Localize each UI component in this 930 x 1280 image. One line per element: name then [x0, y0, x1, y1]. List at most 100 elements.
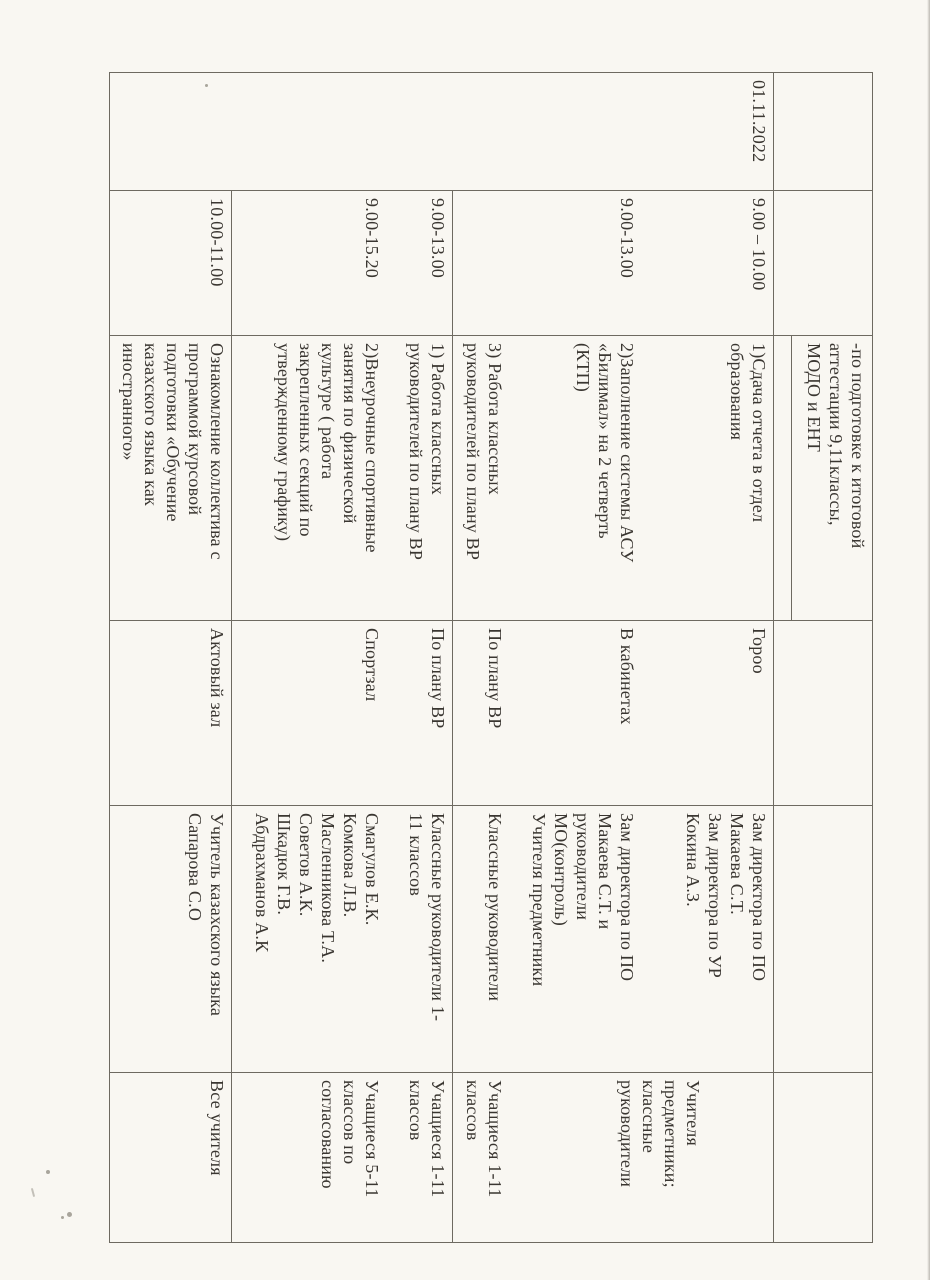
text-line: МОДО и ЕНТ	[804, 343, 824, 453]
text-line: 9.00-13.00	[428, 198, 448, 278]
text-line: 9.00 – 10.00	[749, 198, 769, 291]
text-line: 1) Работа классных	[428, 343, 448, 496]
text-line: (КТП)	[573, 343, 593, 392]
cell-midday-activity: 1) Работа классных руководителей по плану…	[231, 335, 453, 621]
cell-continuation-place	[773, 620, 873, 806]
table-row-midday: 9.00-13.00 9.00-15.20 1) Работа классных…	[231, 73, 453, 1243]
text-line: подготовки «Обучение	[163, 343, 183, 522]
text-line	[506, 1080, 528, 1236]
pencil-mark	[67, 1212, 72, 1217]
cell-continuation-activity: -по подготовке к итоговой аттестации 9,11…	[773, 335, 873, 621]
text-line: Шкадюк Г.В.	[274, 813, 294, 916]
text-line: классов	[463, 1080, 483, 1141]
text-line: Смагулов Е.К.	[362, 813, 382, 926]
text-line: классов	[406, 1080, 426, 1141]
text-line: руководители	[617, 1080, 637, 1188]
text-line	[506, 813, 528, 1066]
text-line: Ознакомление коллектива с	[207, 343, 227, 560]
text-line: Зам директора по УР	[705, 813, 725, 978]
text-line: классов по	[340, 1080, 360, 1165]
cell-continuation-responsible	[773, 805, 873, 1073]
text-line: Классные руководители	[485, 813, 505, 1002]
text-line	[660, 628, 682, 799]
text-line	[383, 813, 405, 1066]
text-line: образования	[727, 343, 747, 441]
cell-morning-activity: 1)Сдача отчета в отдел образования 2)Запо…	[452, 335, 774, 621]
text-line: Все учителя	[207, 1080, 227, 1176]
text-line	[638, 198, 660, 329]
pencil-mark	[46, 1170, 50, 1174]
text-line: согласованию	[318, 1080, 338, 1189]
text-line: занятия по физической	[340, 343, 360, 524]
text-line: Спортзал	[362, 628, 382, 702]
cell-midday-place: По плану ВР Спортзал	[231, 620, 453, 806]
text-line	[638, 343, 660, 614]
text-line	[383, 628, 405, 799]
text-line	[594, 1080, 616, 1236]
cell-midday-participants: Учащиеся 1-11 классов Учащиеся 5-11 классо…	[231, 1072, 453, 1243]
text-line: аттестации 9,11классы,	[826, 343, 846, 526]
text-line	[506, 343, 528, 614]
text-line: 10.00-11.00	[207, 198, 227, 287]
text-line: 2)Внеурочные спортивные	[362, 343, 382, 553]
text-line	[528, 343, 550, 614]
text-line: 9.00-13.00	[617, 198, 637, 278]
text-line	[682, 628, 704, 799]
text-line: Классные руководители 1-	[428, 813, 448, 1022]
text-line	[528, 628, 550, 799]
text-line	[383, 198, 405, 329]
text-line: иностранного»	[119, 343, 139, 461]
text-line	[550, 343, 572, 614]
text-line: классные	[639, 1080, 659, 1154]
text-line	[704, 1080, 726, 1236]
text-line	[726, 1080, 748, 1236]
cell-morning-place: Гороо В кабинетах По плану ВР	[452, 620, 774, 806]
text-line	[383, 343, 405, 614]
text-line: Учитель казахского языка	[207, 813, 227, 1017]
text-line: культуре ( работа	[318, 343, 338, 480]
text-line: Зам директора по ПО	[617, 813, 637, 982]
work-plan-table: -по подготовке к итоговой аттестации 9,11…	[109, 72, 873, 1243]
text-line: закрепленных секций по	[296, 343, 316, 537]
table-row-continuation: -по подготовке к итоговой аттестации 9,11…	[773, 72, 873, 1243]
text-line: Советов А.К.	[296, 813, 316, 917]
text-line	[748, 1080, 770, 1236]
text-line	[383, 1080, 405, 1236]
text-line: Кокина А.З.	[683, 813, 703, 907]
text-line: Учителя предметники	[529, 813, 549, 987]
text-line: 1)Сдача отчета в отдел	[749, 343, 769, 523]
text-line	[726, 628, 748, 799]
table-row-kazakh-course: 10.00-11.00 Ознакомление коллектива с про…	[109, 73, 232, 1243]
text-line	[638, 813, 660, 1066]
text-line: По плану ВР	[485, 628, 505, 729]
text-line: казахского языка как	[141, 343, 161, 506]
text-line: руководители	[573, 813, 593, 921]
text-line: Макаева С.Т.	[727, 813, 747, 915]
text-line: Актовый зал	[207, 628, 227, 728]
text-line	[594, 628, 616, 799]
text-line: Масленникова Т.А.	[318, 813, 338, 964]
text-line: По плану ВР	[428, 628, 448, 729]
cell-continuation-participants	[773, 1072, 873, 1243]
text-line	[528, 1080, 550, 1236]
text-line: 11 классов	[406, 813, 426, 897]
text-line: Учащиеся 1-11	[428, 1080, 448, 1198]
text-line	[704, 198, 726, 329]
cell-midday-responsible: Классные руководители 1- 11 классов Смагу…	[231, 805, 453, 1073]
cell-date: 01.11.2022	[109, 72, 774, 191]
text-line: «Билимал» на 2 четверть	[595, 343, 615, 539]
text-line	[660, 343, 682, 614]
pencil-mark	[61, 1216, 64, 1219]
text-line: предметники;	[661, 1080, 681, 1188]
pencil-mark	[30, 1187, 36, 1198]
cell-continuation-time	[773, 190, 873, 336]
text-line	[726, 198, 748, 329]
cell-course-activity: Ознакомление коллектива с программой курс…	[109, 335, 232, 621]
text-line: 2)Заполнение системы АСУ	[617, 343, 637, 563]
text-line: Сапарова С.О	[185, 813, 205, 922]
text-line: Учащиеся 5-11	[362, 1080, 382, 1198]
text-line: В кабинетах	[617, 628, 637, 725]
cell-continuation-date	[773, 72, 873, 191]
